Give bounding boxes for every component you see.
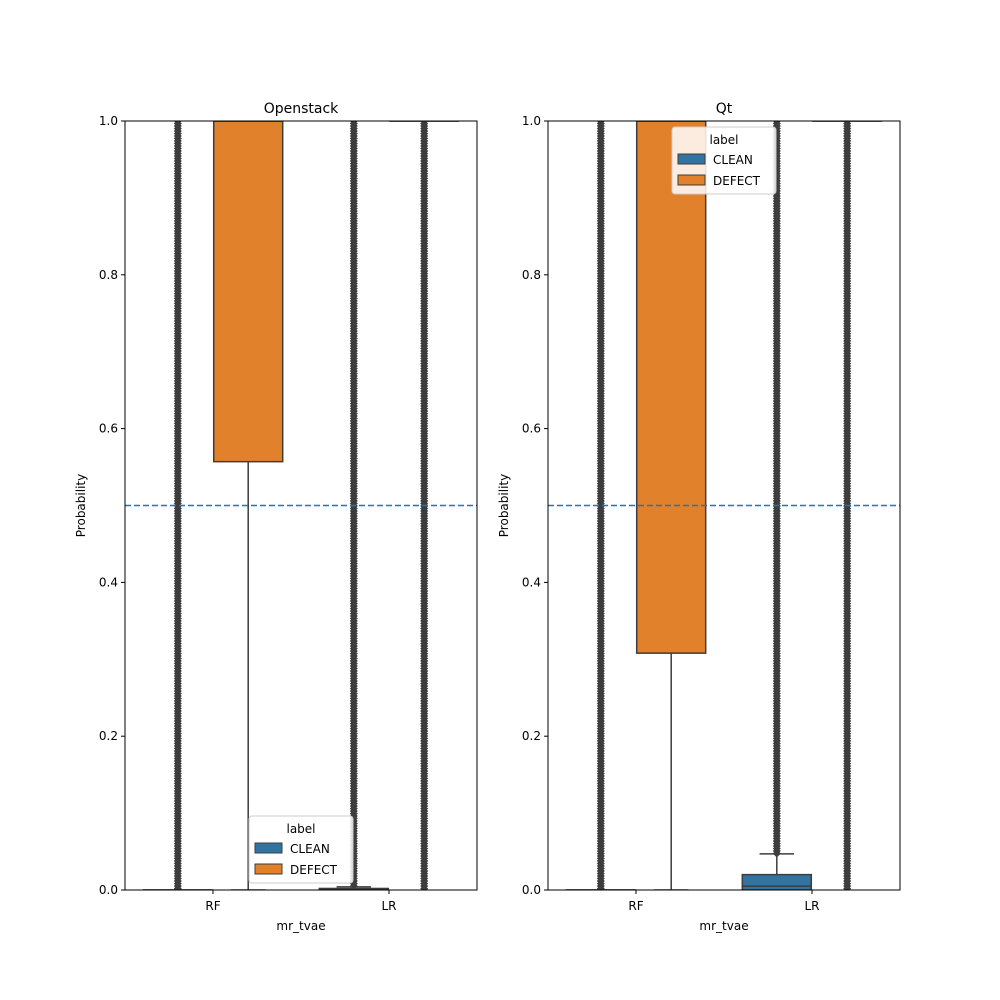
outlier-point — [772, 849, 781, 858]
outliers — [173, 121, 182, 890]
box-defect-lr — [388, 121, 460, 890]
x-tick-label: RF — [205, 899, 220, 913]
outlier-point — [420, 884, 429, 890]
outliers — [843, 121, 852, 890]
legend-swatch-clean — [677, 153, 706, 165]
y-tick-label: 0.4 — [522, 575, 541, 589]
plot-area — [548, 121, 900, 890]
axes-frame — [547, 120, 901, 891]
y-tick-label: 0.0 — [522, 883, 541, 897]
chart-title: Openstack — [264, 101, 339, 117]
y-axis-label: Probability — [74, 474, 88, 537]
plot-area — [125, 121, 477, 890]
legend-label-clean: CLEAN — [290, 842, 330, 856]
y-tick-label: 0.6 — [99, 422, 118, 436]
legend-label-clean: CLEAN — [713, 153, 753, 167]
outliers — [596, 121, 605, 890]
legend-title: label — [709, 133, 738, 147]
box-defect-lr — [811, 121, 883, 890]
box-defect-rf — [635, 121, 707, 890]
box-body — [741, 873, 813, 890]
y-tick-label: 0.2 — [99, 729, 118, 743]
axes-frame — [124, 120, 478, 891]
x-tick-label: LR — [804, 899, 819, 913]
box-clean-rf — [565, 121, 637, 890]
box-body — [635, 121, 707, 654]
legend-title: label — [286, 822, 315, 836]
box-clean-rf — [142, 121, 214, 890]
x-axis-label: mr_tvae — [699, 919, 748, 933]
box-clean-lr — [318, 121, 390, 890]
y-tick-label: 1.0 — [99, 114, 118, 128]
y-tick-label: 0.0 — [99, 883, 118, 897]
y-axis-label: Probability — [497, 474, 511, 537]
y-tick-label: 0.8 — [522, 268, 541, 282]
y-tick-label: 0.6 — [522, 422, 541, 436]
x-tick-label: LR — [381, 899, 396, 913]
outliers — [772, 121, 781, 858]
legend-swatch-defect — [254, 863, 283, 875]
box-body — [212, 121, 284, 463]
y-tick-label: 0.2 — [522, 729, 541, 743]
legend-swatch-clean — [254, 842, 283, 854]
box-clean-lr — [741, 121, 813, 890]
outlier-point — [596, 884, 605, 890]
outlier-point — [173, 884, 182, 890]
legend-label-defect: DEFECT — [290, 863, 338, 877]
outliers — [349, 121, 358, 890]
y-tick-label: 0.8 — [99, 268, 118, 282]
x-tick-label: RF — [628, 899, 643, 913]
outlier-point — [843, 884, 852, 890]
legend-swatch-defect — [677, 174, 706, 186]
y-tick-label: 1.0 — [522, 114, 541, 128]
outlier-point — [349, 882, 358, 890]
legend-label-defect: DEFECT — [713, 174, 761, 188]
legend: label CLEAN DEFECT — [671, 126, 777, 195]
outliers — [420, 121, 429, 890]
chart-openstack: 0.0 0.2 0.4 0.6 0.8 1.0 RF LR mr_tvae Probability… — [74, 101, 478, 933]
y-tick-label: 0.4 — [99, 575, 118, 589]
box-defect-rf — [212, 121, 284, 890]
chart-title: Qt — [716, 101, 733, 117]
chart-qt: 0.0 0.2 0.4 0.6 0.8 1.0 RF LR mr_tvae Probability… — [497, 101, 901, 933]
x-axis-label: mr_tvae — [276, 919, 325, 933]
legend: label CLEAN DEFECT — [248, 815, 354, 884]
